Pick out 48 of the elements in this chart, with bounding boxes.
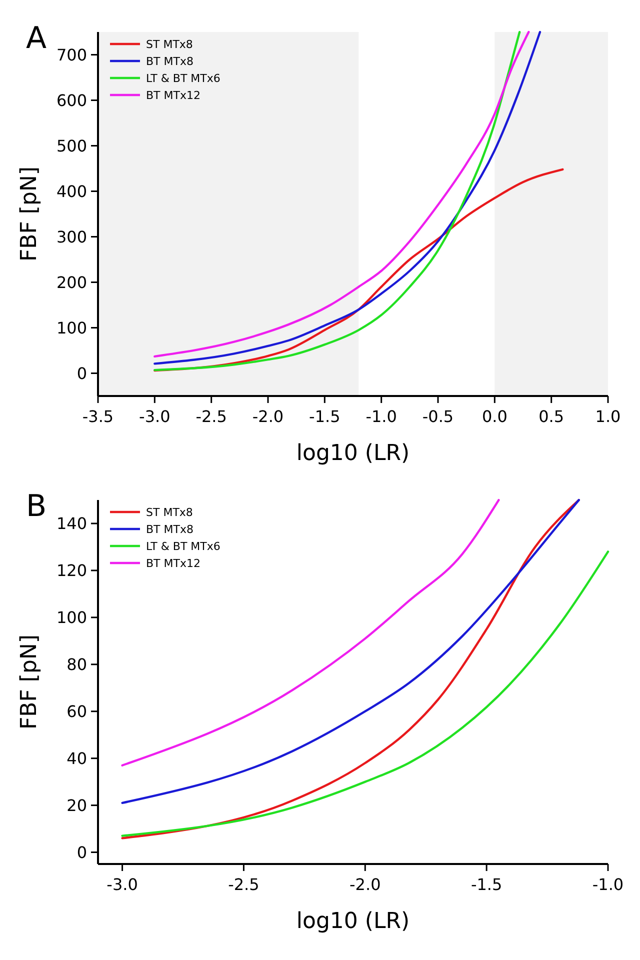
x-tick-label: -1.5: [309, 407, 340, 426]
x-tick-label: -2.0: [252, 407, 284, 426]
x-tick-label: -2.5: [228, 875, 260, 894]
x-axis-title: log10 (LR): [296, 909, 410, 934]
y-axis-title: FBF [pN]: [17, 634, 42, 730]
chart-title: A: [26, 21, 47, 56]
x-tick-label: -2.5: [196, 407, 227, 426]
y-tick-label: 120: [56, 561, 87, 580]
x-tick-label: -2.0: [350, 875, 381, 894]
x-tick-label: -1.0: [592, 875, 624, 894]
y-axis-title: FBF [pN]: [17, 166, 42, 262]
y-tick-label: 300: [56, 227, 87, 246]
legend-label: BT MTx12: [146, 88, 200, 102]
x-tick-label: -0.5: [422, 407, 454, 426]
y-tick-label: 200: [56, 272, 87, 292]
x-tick-label: -1.5: [470, 875, 502, 894]
line-series: [121, 498, 500, 766]
y-tick-label: 100: [56, 318, 87, 338]
legend-label: LT & BT MTx6: [146, 540, 220, 553]
y-tick-label: 140: [56, 514, 87, 534]
legend-label: BT MTx12: [146, 556, 200, 570]
legend-label: LT & BT MTx6: [146, 72, 220, 85]
legend-label: BT MTx8: [146, 54, 194, 68]
y-tick-label: 20: [66, 796, 87, 815]
chart-title: B: [26, 489, 47, 524]
legend-label: ST MTx8: [146, 506, 193, 519]
x-tick-label: -3.0: [139, 407, 170, 426]
x-tick-label: 1.0: [595, 407, 621, 426]
x-axis-title: log10 (LR): [296, 441, 410, 466]
x-tick-label: 0.0: [482, 407, 508, 426]
y-tick-label: 600: [56, 90, 87, 110]
y-tick-label: 700: [56, 45, 87, 64]
y-tick-label: 60: [66, 702, 87, 721]
x-tick-label: 0.5: [538, 407, 564, 426]
line-series: [154, 168, 564, 372]
y-tick-label: 0: [76, 842, 87, 862]
x-tick-label: -3.5: [82, 407, 114, 426]
y-tick-label: 0: [76, 364, 87, 383]
y-tick-label: 500: [56, 136, 87, 156]
y-tick-label: 400: [56, 182, 87, 201]
y-tick-label: 80: [66, 654, 87, 674]
y-tick-label: 100: [56, 608, 87, 628]
line-series: [121, 550, 610, 837]
x-tick-label: -3.0: [106, 875, 138, 894]
y-tick-label: 40: [66, 748, 87, 768]
x-tick-label: -1.0: [366, 407, 397, 426]
legend-label: ST MTx8: [146, 38, 193, 51]
legend-label: BT MTx8: [146, 522, 194, 536]
